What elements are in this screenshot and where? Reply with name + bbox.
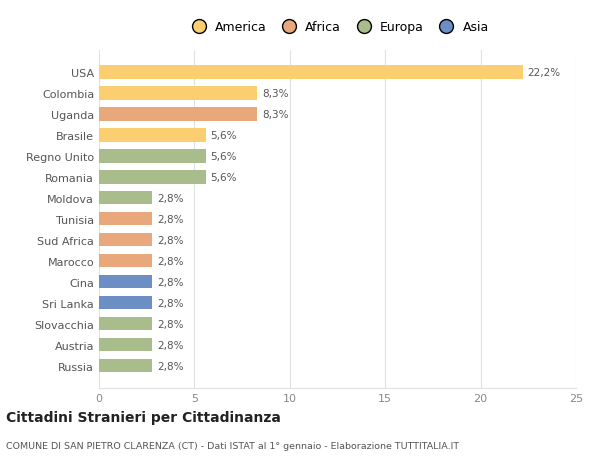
Text: 8,3%: 8,3% <box>262 110 289 119</box>
Text: COMUNE DI SAN PIETRO CLARENZA (CT) - Dati ISTAT al 1° gennaio - Elaborazione TUT: COMUNE DI SAN PIETRO CLARENZA (CT) - Dat… <box>6 441 459 450</box>
Text: 2,8%: 2,8% <box>157 340 184 350</box>
Text: 2,8%: 2,8% <box>157 193 184 203</box>
Bar <box>99 150 206 163</box>
Bar <box>99 275 152 289</box>
Text: 2,8%: 2,8% <box>157 256 184 266</box>
Text: 22,2%: 22,2% <box>527 67 560 78</box>
Text: 5,6%: 5,6% <box>211 130 237 140</box>
Bar <box>99 66 523 79</box>
Text: 8,3%: 8,3% <box>262 89 289 99</box>
Text: 2,8%: 2,8% <box>157 298 184 308</box>
Bar <box>99 170 206 184</box>
Bar <box>99 213 152 226</box>
Bar <box>99 233 152 247</box>
Bar <box>99 87 257 101</box>
Bar <box>99 191 152 205</box>
Text: Cittadini Stranieri per Cittadinanza: Cittadini Stranieri per Cittadinanza <box>6 411 281 425</box>
Text: 2,8%: 2,8% <box>157 277 184 287</box>
Bar <box>99 254 152 268</box>
Text: 2,8%: 2,8% <box>157 319 184 329</box>
Legend: America, Africa, Europa, Asia: America, Africa, Europa, Asia <box>181 16 494 39</box>
Bar <box>99 338 152 352</box>
Bar <box>99 108 257 121</box>
Text: 5,6%: 5,6% <box>211 172 237 182</box>
Bar <box>99 359 152 373</box>
Text: 2,8%: 2,8% <box>157 361 184 371</box>
Text: 2,8%: 2,8% <box>157 214 184 224</box>
Bar <box>99 129 206 142</box>
Bar <box>99 317 152 330</box>
Bar <box>99 296 152 310</box>
Text: 5,6%: 5,6% <box>211 151 237 162</box>
Text: 2,8%: 2,8% <box>157 235 184 245</box>
